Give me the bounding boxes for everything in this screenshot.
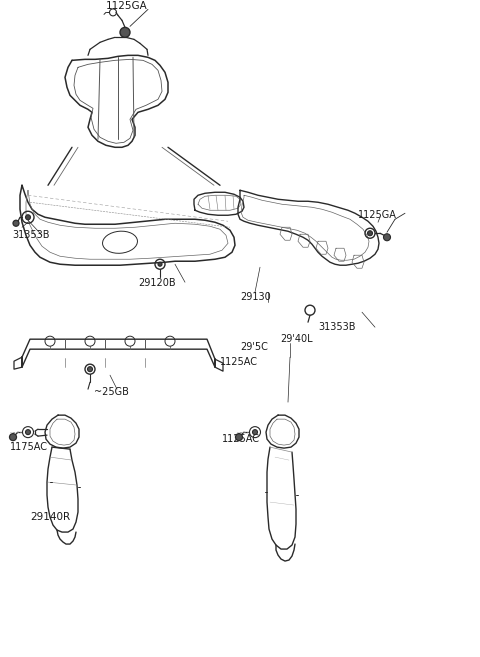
Text: 1175AC: 1175AC [10, 442, 48, 452]
Text: 1125GA: 1125GA [106, 1, 148, 11]
Circle shape [87, 367, 93, 372]
Circle shape [368, 231, 372, 236]
Circle shape [120, 28, 130, 37]
Circle shape [25, 430, 31, 435]
Text: 31353B: 31353B [12, 230, 49, 240]
Circle shape [25, 215, 31, 219]
Text: 29'5C: 29'5C [240, 342, 268, 352]
Text: 29120B: 29120B [138, 278, 176, 288]
Text: ~25GB: ~25GB [94, 387, 129, 397]
Text: 1125GA: 1125GA [358, 210, 397, 220]
Text: 29'40L: 29'40L [280, 334, 312, 344]
Text: 29140R: 29140R [30, 512, 70, 522]
Circle shape [236, 434, 242, 441]
Circle shape [252, 430, 257, 435]
Circle shape [158, 262, 162, 266]
Circle shape [13, 220, 19, 226]
Circle shape [384, 234, 391, 240]
Text: 31353B: 31353B [318, 322, 356, 332]
Text: 1125AC: 1125AC [222, 434, 260, 444]
Text: 1125AC: 1125AC [220, 357, 258, 367]
Text: 29130: 29130 [240, 292, 271, 302]
Circle shape [10, 434, 16, 441]
